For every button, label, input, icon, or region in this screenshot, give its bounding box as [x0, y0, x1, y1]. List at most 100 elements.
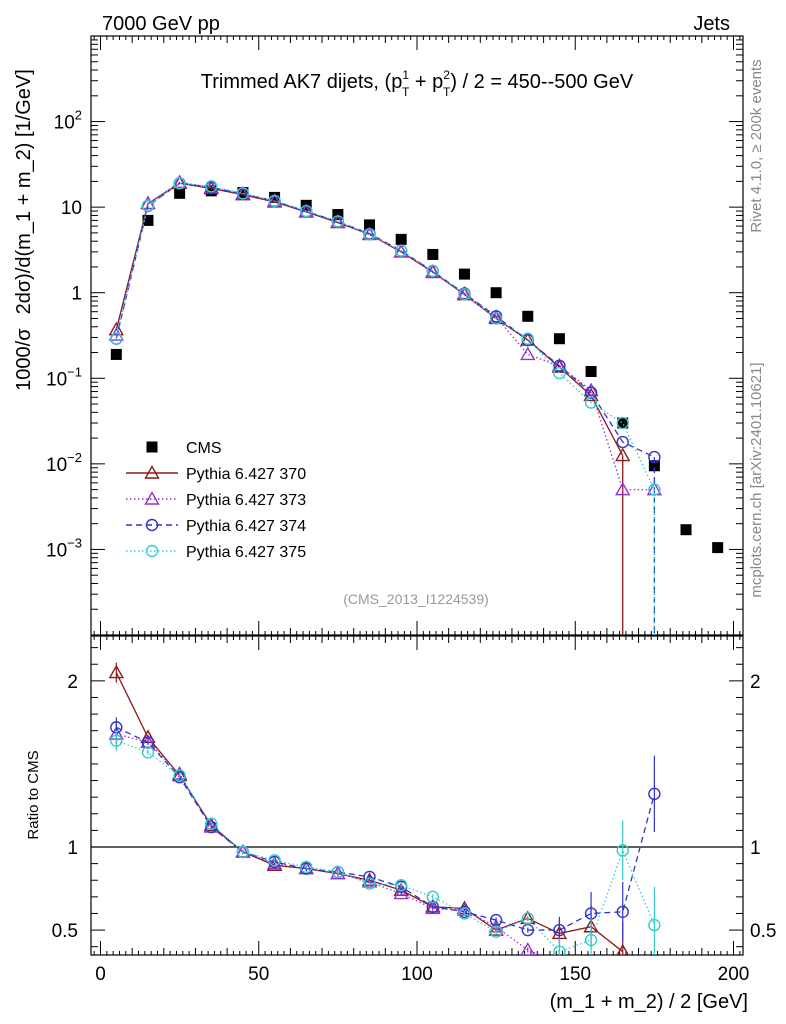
data-point	[141, 199, 155, 212]
ratio-point	[426, 890, 440, 904]
ratio-tick-label-left: 2	[67, 672, 78, 693]
ratio-point	[489, 925, 503, 938]
ratio-frame	[90, 635, 744, 956]
series-2-ratio	[108, 724, 561, 955]
ratio-point	[300, 860, 313, 874]
ratio-point	[553, 945, 566, 955]
series-1-ratio	[108, 662, 630, 955]
ratio-tick-label-left: 0.5	[52, 921, 78, 942]
data-point	[236, 187, 250, 200]
ratio-y-axis-label: Ratio to CMS	[25, 750, 42, 839]
ratio-point	[205, 817, 218, 830]
ratio-point	[520, 942, 536, 955]
series-line	[115, 182, 655, 490]
main-plot-axes: 102 10 1 10−1 10−2 10−3	[46, 35, 744, 636]
ratio-tick-label-right: 0.5	[750, 921, 776, 942]
ratio-point	[236, 845, 250, 859]
ratio-point	[331, 865, 345, 879]
ratio-point	[553, 923, 566, 937]
analysis-id: (CMS_2013_I1224539)	[343, 591, 489, 607]
data-point	[426, 264, 440, 278]
series-3-main	[110, 177, 661, 635]
y-tick-label: 10	[61, 198, 82, 219]
ratio-tick-label-right: 2	[750, 672, 761, 693]
data-point	[110, 332, 123, 345]
y-tick-label: 1	[71, 284, 82, 305]
ratio-plot-axes: 0 50 100 150 200 2 2 1 1 0.5 0.5	[52, 635, 776, 985]
plot-title: Trimmed AK7 dijets, (p1 T + p2 T) / 2 = 45…	[201, 68, 634, 99]
ratio-point	[426, 900, 440, 914]
data-point	[489, 312, 503, 325]
data-point	[458, 268, 470, 280]
legend-entry: Pythia 6.427 374	[126, 518, 306, 535]
data-point	[205, 185, 217, 197]
ratio-point	[363, 877, 376, 890]
legend-entry: Pythia 6.427 370	[126, 465, 306, 483]
data-point	[395, 233, 407, 245]
x-tick-label: 150	[559, 964, 591, 985]
data-point	[363, 228, 376, 241]
data-point	[520, 346, 536, 361]
data-point	[553, 333, 565, 345]
series-1-main	[108, 175, 631, 635]
data-point	[584, 386, 598, 399]
main-plot-series	[108, 174, 724, 635]
ratio-point	[268, 854, 281, 867]
series-3-ratio	[110, 717, 661, 944]
x-axis-label: (m_1 + m_2) / 2 [GeV]	[550, 991, 748, 1013]
ratio-point	[584, 933, 598, 947]
data-point	[583, 387, 599, 402]
data-point	[521, 332, 534, 345]
data-point	[490, 287, 502, 299]
ratio-point	[488, 922, 504, 936]
legend-entry: Pythia 6.427 375	[126, 544, 306, 561]
ratio-point	[648, 918, 661, 932]
ratio-point	[108, 664, 125, 679]
legend-label: Pythia 6.427 375	[186, 544, 306, 561]
series-line	[115, 182, 655, 458]
y-tick-label: 10−1	[46, 364, 82, 390]
ratio-point	[616, 905, 629, 919]
series-4-main	[110, 177, 661, 635]
y-tick-label: 10−2	[46, 450, 82, 476]
ratio-point	[141, 746, 155, 759]
data-point	[615, 481, 631, 496]
ratio-line	[115, 672, 624, 953]
mcplots-label: mcplots.cern.ch [arXiv:2401.10621]	[748, 362, 765, 597]
data-point	[237, 187, 249, 199]
data-point	[425, 264, 441, 279]
legend-marker	[145, 544, 159, 558]
ratio-line	[116, 726, 656, 931]
energy-label: 7000 GeV pp	[102, 13, 220, 35]
data-point	[458, 288, 471, 301]
ratio-point	[458, 907, 471, 920]
rivet-version-label: Rivet 4.1.0, ≥ 200k events	[748, 59, 765, 232]
ratio-point	[203, 817, 219, 832]
ratio-point	[648, 787, 661, 801]
legend-label: CMS	[186, 440, 222, 457]
series-2-main	[108, 174, 663, 635]
category-label: Jets	[693, 13, 730, 35]
legend-marker	[144, 465, 160, 479]
data-point	[680, 524, 692, 536]
ratio-tick-label-right: 1	[750, 838, 761, 859]
legend: CMS Pythia 6.427 370 Pythia 6.427 373 Pythi…	[126, 440, 306, 561]
data-point	[553, 366, 566, 380]
legend-entry: Pythia 6.427 373	[126, 491, 306, 509]
data-point	[553, 359, 566, 372]
legend-marker	[146, 441, 158, 453]
data-point	[269, 191, 281, 203]
data-point	[585, 366, 597, 378]
data-point	[617, 417, 629, 429]
ratio-point	[394, 879, 408, 892]
y-axis-label: 1000/σ2dσ)/d(m_1 + m_2) [1/GeV]	[13, 69, 35, 391]
data-point	[584, 396, 598, 409]
ratio-point	[110, 734, 123, 747]
y-tick-label: 10−3	[46, 535, 82, 561]
data-point	[173, 177, 186, 190]
data-point	[616, 416, 629, 430]
legend-label: Pythia 6.427 374	[186, 518, 306, 535]
ratio-point	[521, 912, 534, 925]
ratio-point	[616, 943, 630, 955]
